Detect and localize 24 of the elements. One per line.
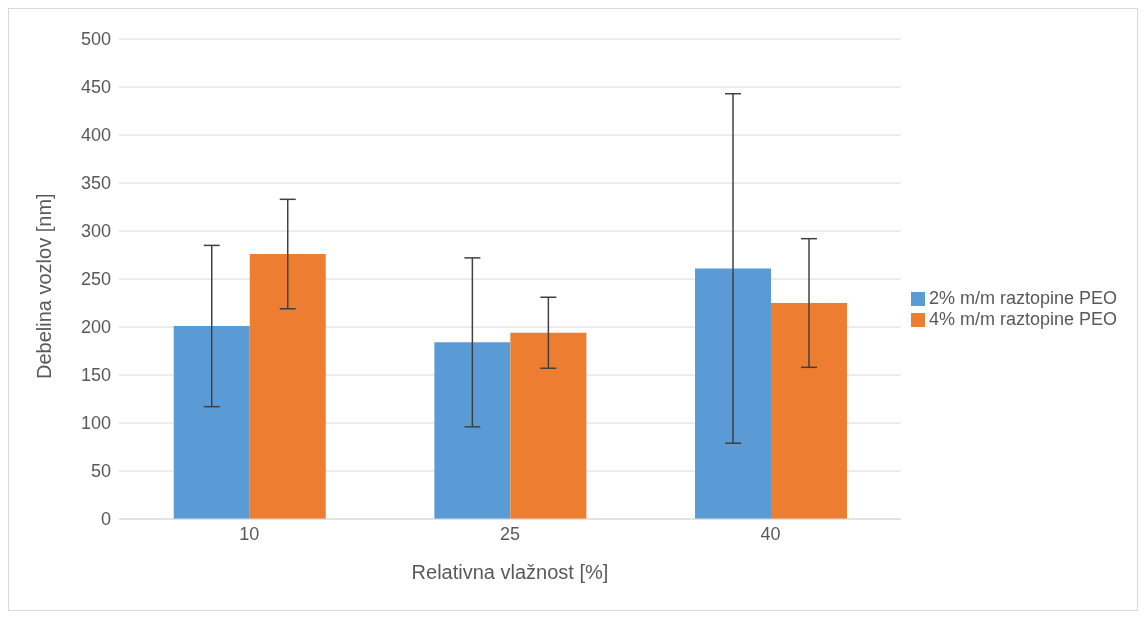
x-tick-label: 40 (760, 523, 781, 544)
y-tick-label: 50 (90, 461, 111, 482)
x-axis-title: Relativna vlažnost [%] (411, 561, 609, 583)
y-tick-label: 500 (80, 29, 111, 50)
bar (510, 332, 587, 519)
bar (771, 303, 848, 519)
bar (695, 268, 772, 519)
y-tick-label: 200 (80, 317, 111, 338)
legend-label: 4% m/m raztopine PEO (928, 309, 1117, 329)
bar (173, 326, 250, 519)
y-tick-label: 350 (80, 173, 111, 194)
bar (434, 342, 511, 519)
y-tick-label: 400 (80, 125, 111, 146)
y-tick-label: 150 (80, 365, 111, 386)
y-tick-label: 450 (80, 77, 111, 98)
y-tick-label: 100 (80, 413, 111, 434)
legend-label: 2% m/m raztopine PEO (928, 288, 1117, 308)
x-tick-label: 10 (239, 523, 260, 544)
y-tick-label: 0 (100, 509, 111, 530)
bar (249, 254, 326, 519)
y-tick-label: 250 (80, 269, 111, 290)
y-axis-title: Debelina vozlov [nm] (33, 193, 56, 379)
y-tick-label: 300 (80, 221, 111, 242)
x-tick-label: 25 (499, 523, 520, 544)
